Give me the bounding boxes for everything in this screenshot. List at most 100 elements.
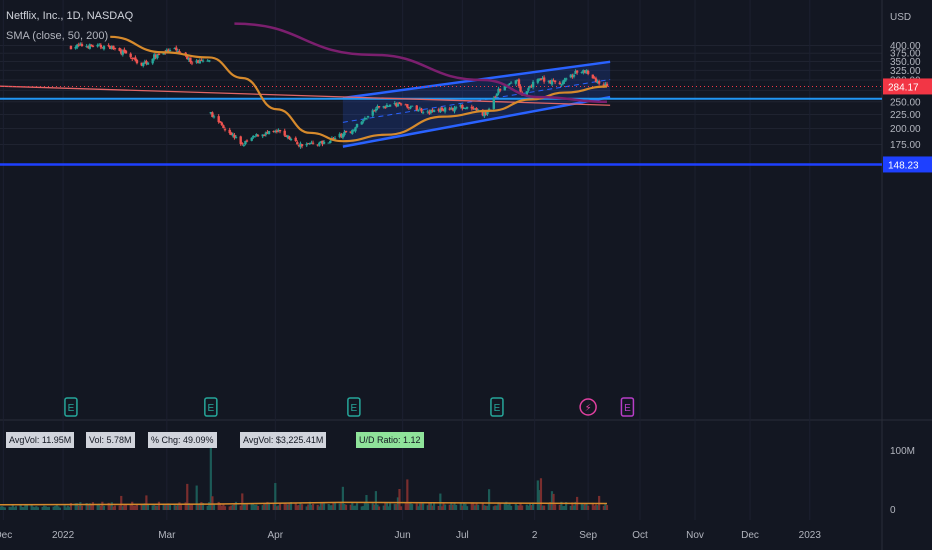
- event-markers[interactable]: E E E E ⚡ E: [64, 397, 635, 417]
- candle-body: [354, 127, 357, 132]
- volume-bar: [286, 504, 289, 510]
- symbol-title[interactable]: Netflix, Inc., 1D, NASDAQ: [6, 10, 134, 22]
- volume-bar: [22, 507, 25, 510]
- volume-bar: [272, 502, 275, 510]
- volume-bar: [311, 503, 315, 510]
- volume-bar: [384, 502, 387, 510]
- volume-bar: [440, 506, 444, 510]
- volume-bar: [76, 503, 79, 510]
- candle-body: [351, 130, 354, 134]
- event-marker-glyph: E: [208, 403, 215, 414]
- candle-body: [406, 104, 409, 108]
- volume-bar: [299, 502, 302, 510]
- volume-bar: [516, 505, 519, 510]
- volume-bar: [536, 480, 539, 510]
- candle-body: [233, 134, 236, 138]
- candle-body: [365, 118, 368, 120]
- flash-event-icon[interactable]: [579, 398, 597, 416]
- volume-bar: [58, 507, 62, 510]
- candle-body: [230, 132, 233, 136]
- candle-body: [541, 78, 544, 80]
- earnings-event-icon[interactable]: [204, 397, 218, 417]
- volume-bar: [195, 485, 198, 510]
- candle-body: [120, 50, 123, 54]
- volume-bar: [550, 491, 554, 510]
- volume-bar: [157, 501, 161, 510]
- candle-body: [605, 83, 609, 87]
- earnings-event-icon[interactable]: [64, 397, 78, 417]
- candle-body: [113, 47, 117, 49]
- candle-body: [407, 107, 411, 109]
- volume-bar: [63, 505, 66, 510]
- candle-body: [388, 104, 392, 107]
- candle-body: [228, 129, 231, 134]
- candle-body: [484, 111, 488, 115]
- candle-body: [569, 74, 573, 78]
- volume-bar: [475, 502, 478, 510]
- volume-bar: [476, 504, 480, 510]
- candle-body: [362, 119, 365, 122]
- candle-body: [459, 105, 462, 107]
- candle-body: [440, 107, 444, 111]
- candle-body: [443, 107, 447, 112]
- time-tick-label: Oct: [632, 530, 648, 541]
- candle-body: [332, 137, 335, 139]
- candle-body: [79, 43, 82, 45]
- time-tick-label: Jun: [395, 530, 411, 541]
- candle-body: [107, 45, 110, 47]
- earnings-event-icon[interactable]: [347, 397, 361, 417]
- candle-body: [432, 110, 436, 112]
- candle-body: [338, 133, 341, 138]
- price-axis[interactable]: USD400.00375.00350.00325.00300.00275.002…: [883, 12, 932, 516]
- volume-bar: [278, 503, 282, 510]
- candle-body: [319, 141, 323, 143]
- volume-bar: [593, 505, 596, 510]
- candle-body: [429, 110, 433, 113]
- sma-indicator-legend[interactable]: SMA (close, 50, 200): [6, 30, 109, 42]
- event-marker-glyph: ⚡: [585, 403, 592, 414]
- volume-bar: [175, 505, 178, 510]
- candle-body: [426, 111, 429, 113]
- candle-body: [454, 107, 458, 109]
- candle-body: [321, 140, 324, 145]
- volume-bar: [520, 505, 524, 510]
- volume-bar: [154, 505, 157, 510]
- candle-body: [285, 135, 288, 138]
- volume-bar: [450, 502, 453, 510]
- volume-tick-label: 100M: [890, 446, 915, 457]
- candle-body: [277, 129, 280, 132]
- volume-bar: [527, 505, 530, 510]
- trend-lines[interactable]: [0, 84, 882, 166]
- candle-body: [586, 70, 590, 74]
- candle-body: [222, 125, 225, 128]
- volume-bar: [591, 502, 594, 510]
- volume-bar: [437, 505, 440, 510]
- time-axis[interactable]: Dec 2022 Mar Apr Jun Jul 2 Sep Oct Nov Dec 2023: [0, 530, 821, 541]
- event-marker-glyph: E: [68, 403, 75, 414]
- earnings-event-icon[interactable]: [620, 397, 635, 417]
- candle-body: [527, 88, 530, 91]
- candle-body: [550, 80, 554, 85]
- candle-body: [157, 53, 161, 55]
- earnings-event-icon[interactable]: [490, 397, 504, 417]
- price-tick-label: 325.00: [890, 66, 921, 77]
- candle-body: [209, 112, 213, 114]
- candle-body: [343, 131, 346, 136]
- candle-body: [176, 50, 180, 52]
- candle-body: [200, 60, 203, 62]
- volume-bar: [420, 503, 423, 510]
- volume-bar: [409, 501, 412, 510]
- volume-bar: [388, 503, 392, 510]
- candle-body: [461, 105, 464, 109]
- volume-bar: [129, 504, 132, 510]
- volume-bar: [239, 505, 242, 510]
- volume-bar: [362, 506, 365, 510]
- volume-bar: [55, 505, 58, 510]
- candle-body: [272, 130, 275, 132]
- volume-bar: [253, 504, 256, 510]
- volume-bar: [560, 501, 563, 510]
- candle-body: [473, 108, 477, 110]
- volume-bar: [539, 478, 543, 510]
- candle-body: [451, 107, 455, 111]
